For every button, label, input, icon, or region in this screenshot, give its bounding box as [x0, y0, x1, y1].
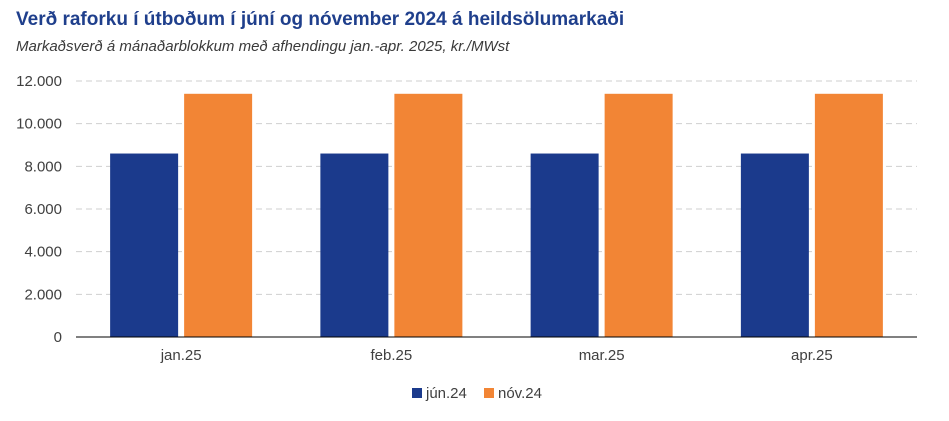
y-tick-label: 8.000	[24, 158, 62, 175]
y-tick-label: 0	[54, 329, 62, 346]
bar-jun24	[530, 153, 599, 337]
y-tick-label: 2.000	[24, 286, 62, 303]
x-tick-label: jan.25	[160, 347, 202, 364]
legend-label: nóv.24	[498, 385, 542, 402]
legend-swatch	[484, 388, 494, 398]
bar-jun24	[320, 153, 389, 337]
chart-subtitle: Markaðsverð á mánaðarblokkum með afhendi…	[16, 38, 510, 55]
legend-label: jún.24	[425, 385, 467, 402]
x-tick-label: mar.25	[579, 347, 625, 364]
bar-jun24	[110, 153, 179, 337]
y-tick-label: 6.000	[24, 201, 62, 218]
bar-nov24	[184, 93, 253, 337]
y-tick-label: 4.000	[24, 244, 62, 261]
bar-nov24	[394, 93, 463, 337]
legend-swatch	[412, 388, 422, 398]
x-tick-label: feb.25	[371, 347, 413, 364]
chart-title: Verð raforku í útboðum í júní og nóvembe…	[16, 9, 625, 30]
x-tick-label: apr.25	[791, 347, 833, 364]
y-tick-label: 12.000	[16, 73, 62, 90]
bar-jun24	[740, 153, 809, 337]
bar-nov24	[814, 93, 883, 337]
bar-nov24	[604, 93, 673, 337]
y-tick-label: 10.000	[16, 116, 62, 133]
